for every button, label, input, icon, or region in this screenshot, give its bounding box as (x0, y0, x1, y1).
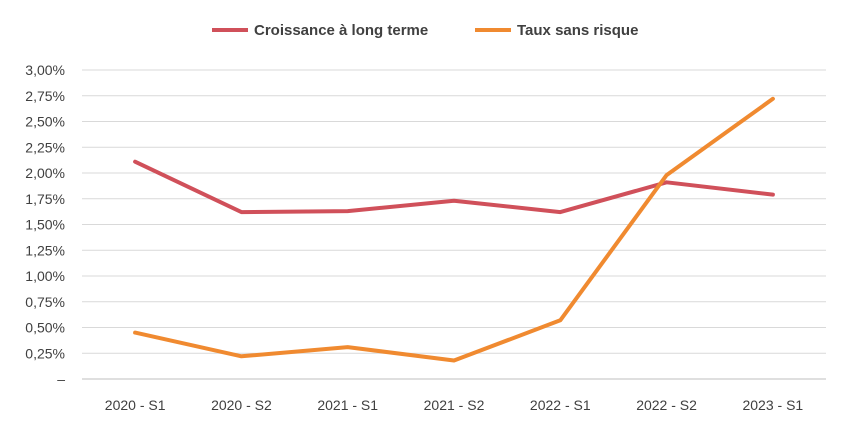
legend: Croissance à long terme Taux sans risque (212, 22, 638, 39)
y-tick-label: 1,00% (25, 268, 65, 284)
y-tick-label: – (57, 371, 65, 387)
y-tick-label: 2,50% (25, 114, 65, 130)
y-tick-label: 0,25% (25, 345, 65, 361)
y-tick-label: 1,50% (25, 217, 65, 233)
x-tick-label: 2020 - S1 (105, 397, 166, 413)
x-tick-label: 2023 - S1 (742, 397, 803, 413)
series-line-taux (133, 96, 775, 363)
x-tick-label: 2022 - S1 (530, 397, 591, 413)
y-tick-label: 2,00% (25, 165, 65, 181)
y-tick-label: 1,25% (25, 242, 65, 258)
y-tick-label: 3,00% (25, 62, 65, 78)
y-tick-label: 0,50% (25, 320, 65, 336)
y-tick-label: 2,25% (25, 139, 65, 155)
x-tick-label: 2021 - S1 (317, 397, 378, 413)
y-tick-label: 1,75% (25, 191, 65, 207)
y-tick-label: 2,75% (25, 88, 65, 104)
x-tick-label: 2020 - S2 (211, 397, 272, 413)
x-tick-label: 2021 - S2 (424, 397, 485, 413)
legend-label-croissance: Croissance à long terme (254, 22, 428, 39)
x-axis-tick-labels: 2020 - S1 2020 - S2 2021 - S1 2021 - S2 2022… (105, 397, 804, 413)
series-line-croissance (133, 159, 775, 215)
y-tick-label: 0,75% (25, 294, 65, 310)
gridlines (82, 69, 826, 380)
x-tick-label: 2022 - S2 (636, 397, 697, 413)
legend-label-taux: Taux sans risque (517, 22, 638, 39)
series-lines (133, 96, 775, 363)
y-axis-tick-labels: – 0,25% 0,50% 0,75% 1,00% 1,25% 1,50% 1,75% 2,00… (25, 62, 65, 387)
